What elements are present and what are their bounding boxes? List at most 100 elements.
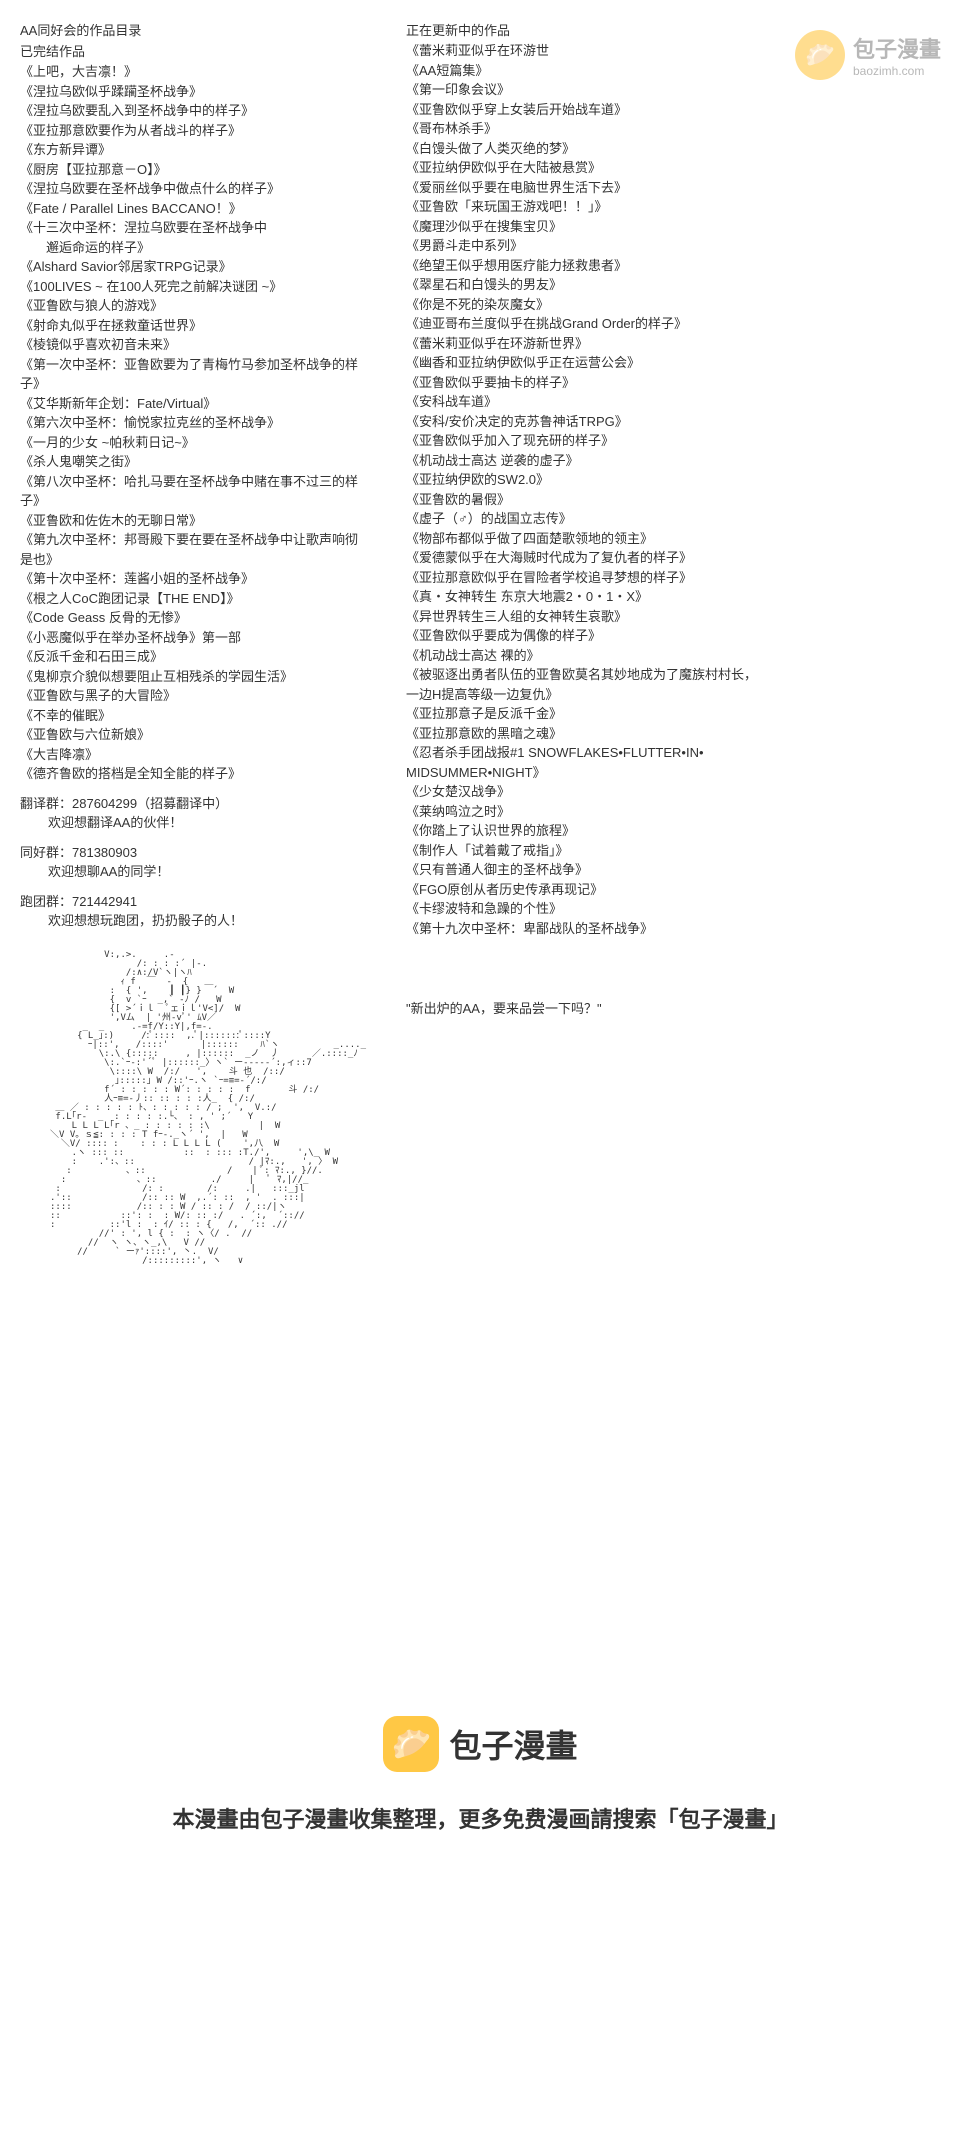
work-item: 《鬼柳京介貌似想要阻止互相残杀的学园生活》 (20, 667, 366, 687)
work-item: 《反派千金和石田三成》 (20, 647, 366, 667)
group-line: 跑团群：721442941 (20, 892, 366, 912)
work-item: 一边H提高等级一边复仇》 (406, 685, 941, 705)
work-item: 《上吧，大吉凛！》 (20, 62, 366, 82)
group-note: 欢迎想聊AA的同学！ (20, 862, 366, 882)
work-item: 《亚拉那意欧的黑暗之魂》 (406, 724, 941, 744)
footer-logo: 🥟 包子漫畫 (383, 1716, 577, 1772)
work-item: 《100LIVES ~ 在100人死完之前解决谜团 ~》 (20, 277, 366, 297)
group-note: 欢迎想想玩跑团，扔扔骰子的人！ (20, 911, 366, 931)
work-item: 《艾华斯新年企划：Fate/Virtual》 (20, 394, 366, 414)
work-item: 《亚鲁欧与狼人的游戏》 (20, 296, 366, 316)
work-item: 《亚拉那意欧似乎在冒险者学校追寻梦想的样子》 (406, 568, 941, 588)
work-item: 《制作人「试着戴了戒指」》 (406, 841, 941, 861)
work-item: 《FGO原创从者历史传承再现记》 (406, 880, 941, 900)
work-item: 《德齐鲁欧的搭档是全知全能的样子》 (20, 764, 366, 784)
work-item: 《你踏上了认识世界的旅程》 (406, 821, 941, 841)
work-item: 《翠星石和白馒头的男友》 (406, 275, 941, 295)
work-item: 《涅拉乌欧要在圣杯战争中做点什么的样子》 (20, 179, 366, 199)
footer-text: 本漫畫由包子漫畫收集整理，更多免费漫画請搜索「包子漫畫」 (0, 1802, 961, 1834)
work-item: 《魔理沙似乎在搜集宝贝》 (406, 217, 941, 237)
work-item: 《忍者杀手团战报#1 SNOWFLAKES•FLUTTER•IN• (406, 743, 941, 763)
left-column: AA同好会的作品目录 已完结作品 《上吧，大吉凛！》《涅拉乌欧似乎蹂躏圣杯战争》… (20, 20, 366, 1266)
work-item: 《真・女神转生 东京大地震2・0・1・X》 (406, 587, 941, 607)
work-item: 《卡缪波特和急躁的个性》 (406, 899, 941, 919)
work-item: 《厨房【亚拉那意－O】》 (20, 160, 366, 180)
work-item: 《亚拉那意欧要作为从者战斗的样子》 (20, 121, 366, 141)
work-item: 《十三次中圣杯：涅拉乌欧要在圣杯战争中 (20, 218, 366, 238)
work-item: 《亚鲁欧似乎加入了现充研的样子》 (406, 431, 941, 451)
right-column: 正在更新中的作品 《蕾米莉亚似乎在环游世《AA短篇集》《第一印象会议》《亚鲁欧似… (406, 20, 941, 1266)
work-item: 《涅拉乌欧要乱入到圣杯战争中的样子》 (20, 101, 366, 121)
footer-bun-icon: 🥟 (383, 1716, 439, 1772)
work-item: 《异世界转生三人组的女神转生哀歌》 (406, 607, 941, 627)
footer: 🥟 包子漫畫 本漫畫由包子漫畫收集整理，更多免费漫画請搜索「包子漫畫」 (0, 1686, 961, 1864)
watermark-url: baozimh.com (853, 64, 941, 78)
ascii-art: V:,.>. .- /: : : :´ |-. /:∧:/V`ヽ|ヽﾊ ｨ f … (50, 951, 366, 1266)
work-item: MIDSUMMER•NIGHT》 (406, 763, 941, 783)
watermark-text: 包子漫畫 baozimh.com (853, 32, 941, 78)
work-item: 《涅拉乌欧似乎蹂躏圣杯战争》 (20, 82, 366, 102)
footer-brand: 包子漫畫 (449, 1721, 577, 1767)
work-item: 邂逅命运的样子》 (20, 238, 366, 258)
work-item: 《男爵斗走中系列》 (406, 236, 941, 256)
completed-works-list: 《上吧，大吉凛！》《涅拉乌欧似乎蹂躏圣杯战争》《涅拉乌欧要乱入到圣杯战争中的样子… (20, 62, 366, 784)
completed-title: 已完结作品 (20, 41, 366, 60)
work-item: 《棱镜似乎喜欢初音未来》 (20, 335, 366, 355)
work-item: 《哥布林杀手》 (406, 119, 941, 139)
work-item: 《幽香和亚拉纳伊欧似乎正在运营公会》 (406, 353, 941, 373)
work-item: 《Fate / Parallel Lines BACCANO！》 (20, 199, 366, 219)
work-item: 《被驱逐出勇者队伍的亚鲁欧莫名其妙地成为了魔族村村长， (406, 665, 941, 685)
group-note: 欢迎想翻译AA的伙伴！ (20, 813, 366, 833)
work-item: 《第一次中圣杯：亚鲁欧要为了青梅竹马参加圣杯战争的样子》 (20, 355, 366, 394)
work-item: 《射命丸似乎在拯救童话世界》 (20, 316, 366, 336)
group-line: 同好群：781380903 (20, 843, 366, 863)
work-item: 《亚拉纳伊欧似乎在大陆被悬赏》 (406, 158, 941, 178)
work-item: 《第八次中圣杯：哈扎马要在圣杯战争中赌在事不过三的样子》 (20, 472, 366, 511)
work-item: 《物部布都似乎做了四面楚歌领地的领主》 (406, 529, 941, 549)
work-item: 《只有普通人御主的圣杯战争》 (406, 860, 941, 880)
work-item: 《小恶魔似乎在举办圣杯战争》第一部 (20, 628, 366, 648)
work-item: 《第九次中圣杯：邦哥殿下要在要在圣杯战争中让歌声响彻是也》 (20, 530, 366, 569)
work-item: 《亚鲁欧似乎要成为偶像的样子》 (406, 626, 941, 646)
watermark-title: 包子漫畫 (853, 32, 941, 64)
work-item: 《根之人CoC跑团记录【THE END】》 (20, 589, 366, 609)
work-item: 《蕾米莉亚似乎在环游新世界》 (406, 334, 941, 354)
main-container: AA同好会的作品目录 已完结作品 《上吧，大吉凛！》《涅拉乌欧似乎蹂躏圣杯战争》… (0, 0, 961, 1286)
work-item: 《杀人鬼嘲笑之街》 (20, 452, 366, 472)
work-item: 《机动战士高达 裸的》 (406, 646, 941, 666)
work-item: 《白馒头做了人类灭绝的梦》 (406, 139, 941, 159)
updating-works-list: 《蕾米莉亚似乎在环游世《AA短篇集》《第一印象会议》《亚鲁欧似乎穿上女装后开始战… (406, 41, 941, 938)
work-item: 《少女楚汉战争》 (406, 782, 941, 802)
work-item: 《亚鲁欧似乎穿上女装后开始战车道》 (406, 100, 941, 120)
work-item: 《亚鲁欧与黑子的大冒险》 (20, 686, 366, 706)
work-item: 《第一印象会议》 (406, 80, 941, 100)
work-item: 《安科战车道》 (406, 392, 941, 412)
quote-text: "新出炉的AA，要来品尝一下吗？" (406, 998, 941, 1017)
work-item: 《第六次中圣杯：愉悦家拉克丝的圣杯战争》 (20, 413, 366, 433)
work-item: 《虚子（♂）的战国立志传》 (406, 509, 941, 529)
work-item: 《爱德蒙似乎在大海贼时代成为了复仇者的样子》 (406, 548, 941, 568)
work-item: 《你是不死的染灰魔女》 (406, 295, 941, 315)
work-item: 《爱丽丝似乎要在电脑世界生活下去》 (406, 178, 941, 198)
work-item: 《亚拉那意子是反派千金》 (406, 704, 941, 724)
work-item: 《莱纳鸣泣之时》 (406, 802, 941, 822)
work-item: 《机动战士高达 逆袭的虚子》 (406, 451, 941, 471)
work-item: 《第十九次中圣杯：卑鄙战队的圣杯战争》 (406, 919, 941, 939)
groups-section: 翻译群：287604299（招募翻译中）欢迎想翻译AA的伙伴！ 同好群：78138… (20, 794, 366, 931)
work-item: 《迪亚哥布兰度似乎在挑战Grand Order的样子》 (406, 314, 941, 334)
work-item: 《东方新异谭》 (20, 140, 366, 160)
work-item: 《亚鲁欧的暑假》 (406, 490, 941, 510)
work-item: 《亚拉纳伊欧的SW2.0》 (406, 470, 941, 490)
work-item: 《一月的少女 ~帕秋莉日记~》 (20, 433, 366, 453)
watermark: 🥟 包子漫畫 baozimh.com (795, 30, 941, 80)
catalog-header: AA同好会的作品目录 (20, 20, 366, 39)
bun-icon: 🥟 (795, 30, 845, 80)
work-item: 《亚鲁欧似乎要抽卡的样子》 (406, 373, 941, 393)
work-item: 《Code Geass 反骨的无惨》 (20, 608, 366, 628)
work-item: 《亚鲁欧和佐佐木的无聊日常》 (20, 511, 366, 531)
group-line: 翻译群：287604299（招募翻译中） (20, 794, 366, 814)
work-item: 《亚鲁欧与六位新娘》 (20, 725, 366, 745)
work-item: 《不幸的催眠》 (20, 706, 366, 726)
work-item: 《Alshard Savior邻居家TRPG记录》 (20, 257, 366, 277)
work-item: 《第十次中圣杯：莲酱小姐的圣杯战争》 (20, 569, 366, 589)
